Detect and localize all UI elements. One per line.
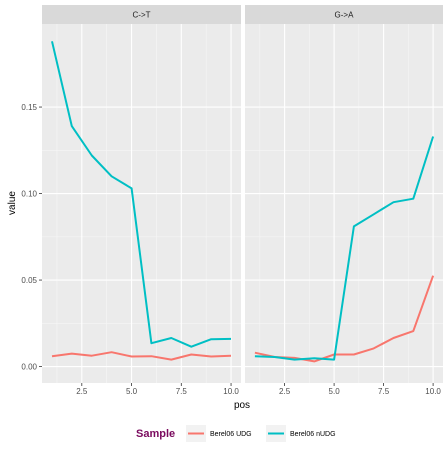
y-axis-title: value: [7, 191, 18, 215]
y-axis: 0.00 0.05 0.10 0.15: [21, 103, 42, 372]
legend-entry-label: Berel06 UDG: [210, 431, 252, 438]
facet-panels: C->T G->A: [42, 5, 443, 383]
legend: Sample Berel06 UDG Berel06 nUDG: [136, 425, 336, 442]
panel-background: [42, 24, 241, 383]
x-tick-label: 7.5: [378, 387, 390, 396]
series-line-berel06-udg: [51, 351, 232, 361]
legend-title: Sample: [136, 428, 175, 440]
x-tick-label: 10.0: [425, 387, 441, 396]
x-axis-title: pos: [234, 400, 250, 411]
y-tick-label: 0.15: [21, 103, 37, 112]
series-line-berel06-nudg: [254, 136, 435, 361]
facet-strip: [245, 5, 443, 24]
facet-strip-label: C->T: [133, 11, 151, 20]
x-tick-label: 7.5: [176, 387, 188, 396]
y-tick-label: 0.00: [21, 363, 37, 372]
facet-strip-label: G->A: [335, 11, 355, 20]
y-tick-label: 0.10: [21, 190, 37, 199]
x-tick-label: 2.5: [279, 387, 291, 396]
facet-panel-2: G->A: [245, 5, 443, 383]
x-tick-label: 5.0: [126, 387, 138, 396]
legend-entry-label: Berel06 nUDG: [290, 431, 336, 438]
y-tick-label: 0.05: [21, 276, 37, 285]
facet-panel-1: C->T: [42, 5, 241, 383]
x-axis: 2.5 5.0 7.5 10.0 2.5 5.0 7.5 10.0: [76, 383, 441, 396]
facet-strip: [42, 5, 241, 24]
x-tick-label: 5.0: [329, 387, 341, 396]
x-tick-label: 2.5: [76, 387, 88, 396]
series-line-berel06-nudg: [51, 41, 232, 348]
x-tick-label: 10.0: [223, 387, 239, 396]
